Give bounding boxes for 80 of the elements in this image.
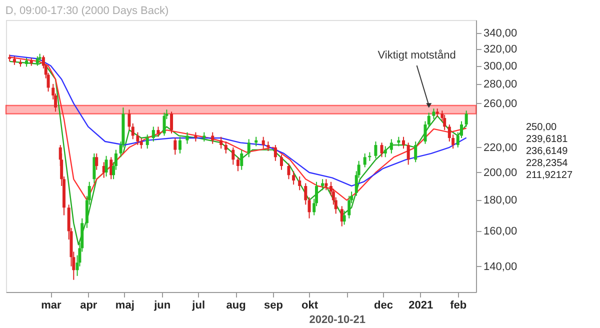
x-tick-label: feb [450, 300, 467, 312]
candlestick [390, 138, 393, 154]
candlestick [170, 111, 174, 134]
candlestick [95, 152, 98, 170]
candlestick [186, 132, 189, 144]
candlestick [92, 152, 96, 184]
text: 239,6181 [526, 134, 568, 145]
candlestick [292, 170, 296, 186]
candlestick [464, 110, 468, 128]
y-tick-label: 160,00 [484, 226, 518, 238]
candlestick [131, 122, 134, 140]
candlestick [384, 146, 387, 158]
x-tick-label: aug [226, 300, 246, 312]
candlestick [140, 138, 143, 150]
x-tick-label: maj [115, 300, 134, 312]
y-tick-label: 300,00 [484, 60, 518, 72]
candlestick [280, 154, 283, 170]
candlestick [110, 156, 113, 180]
text: 228,2354 [526, 158, 568, 169]
candlestick [202, 132, 206, 142]
y-tick-label: 180,00 [484, 194, 518, 207]
candlestick [156, 126, 160, 138]
candlestick [174, 138, 177, 156]
candlestick [162, 112, 166, 136]
candlestick [220, 136, 223, 150]
candlestick [406, 142, 410, 166]
y-tick-label: 140,00 [484, 260, 518, 273]
candlestick [321, 178, 324, 191]
text: 236,6149 [526, 146, 568, 157]
candlestick [374, 140, 378, 159]
candlestick [363, 152, 366, 168]
x-tick-label: jul [191, 300, 206, 312]
candlestick [287, 162, 290, 180]
annotation: Viktigt motstånd [378, 49, 456, 62]
candlestick [152, 126, 155, 142]
candlestick [298, 176, 302, 191]
y-tick-label: 260,00 [484, 98, 518, 110]
y-tick-label: 340,00 [484, 27, 518, 40]
candlestick [36, 56, 39, 66]
x-tick-label: dec [374, 300, 393, 312]
chart-title: D, 09:00-17:30 (2000 Days Back) [5, 5, 169, 17]
candlestick [340, 206, 344, 227]
candlestick [146, 134, 149, 150]
candlestick [402, 136, 406, 150]
candlestick [136, 132, 140, 146]
candlestick [194, 132, 198, 142]
candlestick [324, 178, 328, 191]
candlestick [342, 210, 346, 226]
candlestick [414, 140, 418, 163]
x-tick-label: 2021 [408, 300, 434, 312]
candlestick [262, 136, 265, 150]
candlestick [443, 114, 446, 131]
candlestick [380, 142, 384, 158]
text: 250,00 [526, 122, 558, 133]
candlestick [266, 140, 270, 152]
candlestick [304, 182, 308, 206]
candlestick [224, 140, 228, 154]
candlestick [232, 146, 235, 166]
candlestick [236, 156, 240, 172]
x-tick-label: sep [264, 300, 284, 312]
candlestick [247, 138, 250, 158]
text: 211,92127 [526, 170, 573, 181]
y-tick-label: 280,00 [484, 78, 518, 90]
candlestick [432, 108, 436, 120]
candlestick [348, 195, 351, 219]
candlestick [104, 155, 108, 177]
x-tick-label: jun [153, 300, 171, 312]
candlestick [178, 136, 182, 154]
candlestick [211, 132, 214, 144]
y-tick-label: 200,00 [484, 166, 518, 179]
x-tick-label: okt [302, 300, 318, 312]
candlestick [274, 144, 277, 162]
candlestick [240, 149, 244, 170]
y-tick-label: 320,00 [484, 43, 518, 56]
y-tick-label: 220,00 [484, 142, 518, 154]
x-tick-label: mar [41, 300, 62, 312]
text: 2020-10-21 [309, 314, 366, 326]
candlestick [128, 109, 131, 131]
candlestick [308, 196, 311, 219]
x-tick-label: apr [80, 300, 98, 312]
